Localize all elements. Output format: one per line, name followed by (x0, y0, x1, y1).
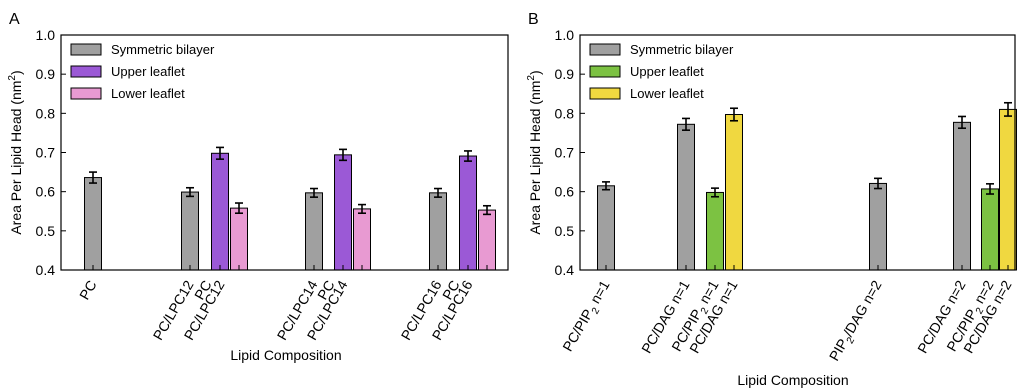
y-tick-label: 1.0 (36, 27, 56, 43)
x-axis-title: Lipid Composition (230, 347, 341, 363)
legend-label: Symmetric bilayer (111, 42, 215, 57)
bar (953, 121, 971, 271)
x-tick-label: PIP2/DAG n=2 (826, 277, 888, 365)
y-tick-label: 0.6 (36, 184, 56, 200)
bar (211, 152, 229, 271)
panel-b: B0.40.50.60.70.80.91.0PC/PIP2 n=1 PC/DAG … (526, 11, 1017, 388)
y-axis-title: Area Per Lipid Head (nm2) (526, 70, 543, 234)
y-tick-label: 0.6 (555, 184, 575, 200)
bar (181, 191, 199, 271)
x-axis-title: Lipid Composition (737, 372, 848, 388)
y-axis-title: Area Per Lipid Head (nm2) (7, 70, 24, 234)
legend-swatch (70, 65, 102, 78)
legend-swatch (589, 87, 621, 100)
bar (305, 192, 323, 271)
y-tick-label: 1.0 (555, 27, 575, 43)
bar (725, 114, 743, 271)
y-tick-label: 0.8 (36, 105, 56, 121)
y-tick-label: 0.8 (555, 105, 575, 121)
y-tick-label: 0.5 (555, 223, 575, 239)
y-tick-label: 0.4 (36, 262, 56, 278)
panel-label: A (9, 11, 20, 28)
panel-a: A0.40.50.60.70.80.91.0PC PC/LPC12PCPC/LPC… (7, 11, 509, 363)
bar (230, 207, 248, 271)
y-tick-label: 0.7 (36, 145, 56, 161)
bar (869, 182, 887, 271)
bar (478, 209, 496, 271)
legend-label: Upper leaflet (111, 64, 185, 79)
legend-swatch (589, 43, 621, 56)
bar (353, 208, 371, 271)
y-tick-label: 0.4 (555, 262, 575, 278)
legend-label: Lower leaflet (630, 86, 704, 101)
y-tick-label: 0.7 (555, 145, 575, 161)
bar (334, 154, 352, 271)
bar (429, 192, 447, 271)
panel-label: B (528, 11, 539, 28)
bar (999, 108, 1017, 271)
bar (706, 191, 724, 271)
bar (597, 185, 615, 271)
legend-swatch (70, 87, 102, 100)
legend-swatch (70, 43, 102, 56)
legend-swatch (589, 65, 621, 78)
bar (981, 188, 999, 271)
bar (459, 155, 477, 271)
y-tick-label: 0.9 (36, 66, 56, 82)
y-tick-label: 0.9 (555, 66, 575, 82)
x-tick-label: PC/PIP2 n=1 (559, 277, 616, 356)
legend-label: Symmetric bilayer (630, 42, 734, 57)
bar (84, 177, 102, 271)
legend-label: Lower leaflet (111, 86, 185, 101)
x-tick-label: PC (76, 278, 100, 303)
y-tick-label: 0.5 (36, 223, 56, 239)
bar (677, 123, 695, 271)
legend-label: Upper leaflet (630, 64, 704, 79)
